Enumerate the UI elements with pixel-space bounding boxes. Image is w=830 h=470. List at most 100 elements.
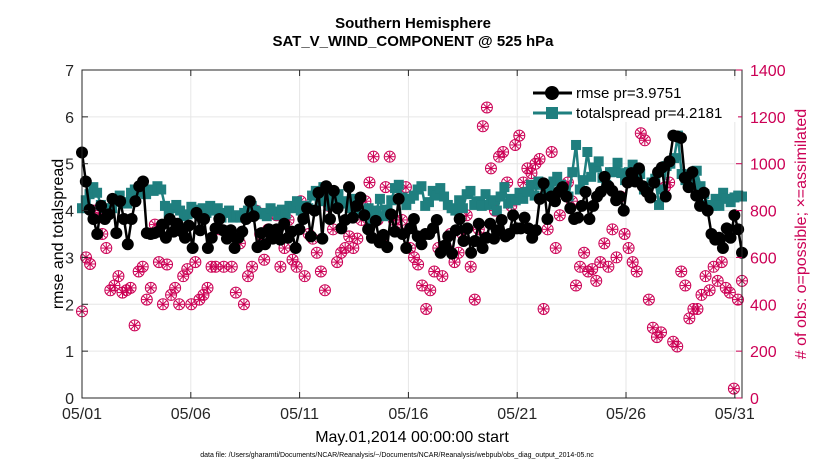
rmse-point <box>663 155 676 168</box>
obs-count-point <box>715 256 728 269</box>
legend-rmse-marker <box>545 86 559 100</box>
x-tick-label: 05/16 <box>388 406 428 423</box>
rmse-point <box>358 209 371 222</box>
rmse-point <box>541 213 554 226</box>
rmse-point <box>720 222 733 235</box>
totalspread-point <box>718 187 729 198</box>
rmse-point <box>457 235 470 248</box>
rmse-point <box>91 228 104 240</box>
rmse-point <box>179 231 192 244</box>
totalspread-point <box>465 185 476 196</box>
obs-count-point <box>569 279 582 292</box>
totalspread-point <box>107 203 118 214</box>
rmse-point <box>713 231 726 244</box>
rmse-point <box>529 224 542 237</box>
obs-count-point <box>383 150 396 163</box>
totalspread-point <box>695 181 706 192</box>
obs-count-point <box>525 167 538 180</box>
rmse-point <box>228 242 241 255</box>
obs-count-point <box>108 279 121 292</box>
totalspread-point <box>710 193 721 204</box>
y-axis-left: 0 1 2 3 4 5 6 7 <box>65 63 88 408</box>
totalspread-point <box>159 200 170 211</box>
totalspread-point <box>567 167 578 178</box>
rmse-point <box>243 195 256 208</box>
obs-count-point <box>412 258 425 271</box>
obs-count-point <box>594 256 607 269</box>
totalspread-point <box>363 203 374 214</box>
obs-count-point <box>290 260 303 273</box>
obs-count-point <box>634 127 647 140</box>
totalspread-point <box>593 156 604 167</box>
x-axis: 05/01 05/06 05/11 05/16 05/21 05/26 05/31 <box>62 70 755 423</box>
obs-count-point <box>529 157 542 170</box>
totalspread-point <box>491 205 502 216</box>
totalspread-point <box>171 199 182 210</box>
totalspread-point <box>522 186 533 197</box>
totalspread-point <box>435 183 446 194</box>
obs-count-point <box>553 209 566 222</box>
chart-title: Southern Hemisphere <box>335 15 491 32</box>
totalspread-point <box>201 207 212 218</box>
rmse-point <box>407 213 420 226</box>
rmse-point <box>346 211 359 224</box>
rmse-point <box>495 213 508 226</box>
rmse-point <box>114 195 127 208</box>
rmse-point <box>331 202 344 215</box>
totalspread-point <box>627 159 638 170</box>
obs-count-point <box>246 260 259 273</box>
totalspread-point <box>571 139 582 150</box>
totalspread-point <box>657 184 668 195</box>
y-left-tick-label: 3 <box>65 250 74 267</box>
rmse-point <box>392 192 405 205</box>
totalspread-point <box>408 190 419 201</box>
obs-count-point <box>707 260 720 273</box>
obs-count-point <box>436 270 449 283</box>
rmse-point <box>182 219 195 232</box>
totalspread-point <box>423 197 434 208</box>
obs-count-point <box>416 279 429 292</box>
totalspread-point <box>80 195 91 206</box>
obs-count-point <box>703 284 716 297</box>
rmse-point <box>110 227 123 240</box>
chart-subtitle: SAT_V_WIND_COMPONENT @ 525 hPa <box>272 33 554 50</box>
obs-count-point <box>468 293 481 306</box>
obs-count-point <box>691 302 704 315</box>
obs-count-point <box>699 270 712 283</box>
rmse-point <box>537 177 550 190</box>
y-left-tick-label: 6 <box>65 110 74 127</box>
rmse-point <box>224 224 237 237</box>
obs-count-point <box>480 101 493 114</box>
y-right-tick-label: 400 <box>750 297 777 314</box>
obs-count-point <box>310 246 323 259</box>
x-tick-label: 05/06 <box>171 406 211 423</box>
obs-count-point <box>537 302 550 315</box>
obs-count-point <box>367 150 380 163</box>
obs-count-point <box>152 256 165 269</box>
totalspread-point <box>608 167 619 178</box>
obs-count-point <box>464 260 477 273</box>
obs-count-point <box>225 260 238 273</box>
obs-count-point <box>379 181 392 194</box>
obs-count-point <box>351 232 364 245</box>
obs-count-point <box>683 312 696 325</box>
totalspread-point <box>518 193 529 204</box>
totalspread-point <box>374 193 385 204</box>
rmse-point <box>644 191 657 204</box>
totalspread-point <box>261 211 272 222</box>
obs-count-point <box>335 246 348 259</box>
obs-count-point <box>161 258 174 271</box>
obs-count-point <box>298 270 311 283</box>
plot-frame <box>81 69 743 399</box>
obs-count-point <box>84 257 97 270</box>
obs-count-point <box>136 260 149 273</box>
rmse-point <box>465 246 478 259</box>
obs-count-point <box>695 288 708 301</box>
obs-count-point <box>237 298 250 311</box>
rmse-point <box>556 181 569 194</box>
rmse-point <box>598 170 611 183</box>
totalspread-point <box>612 157 623 168</box>
rmse-point <box>560 190 573 203</box>
rmse-point <box>381 241 394 254</box>
